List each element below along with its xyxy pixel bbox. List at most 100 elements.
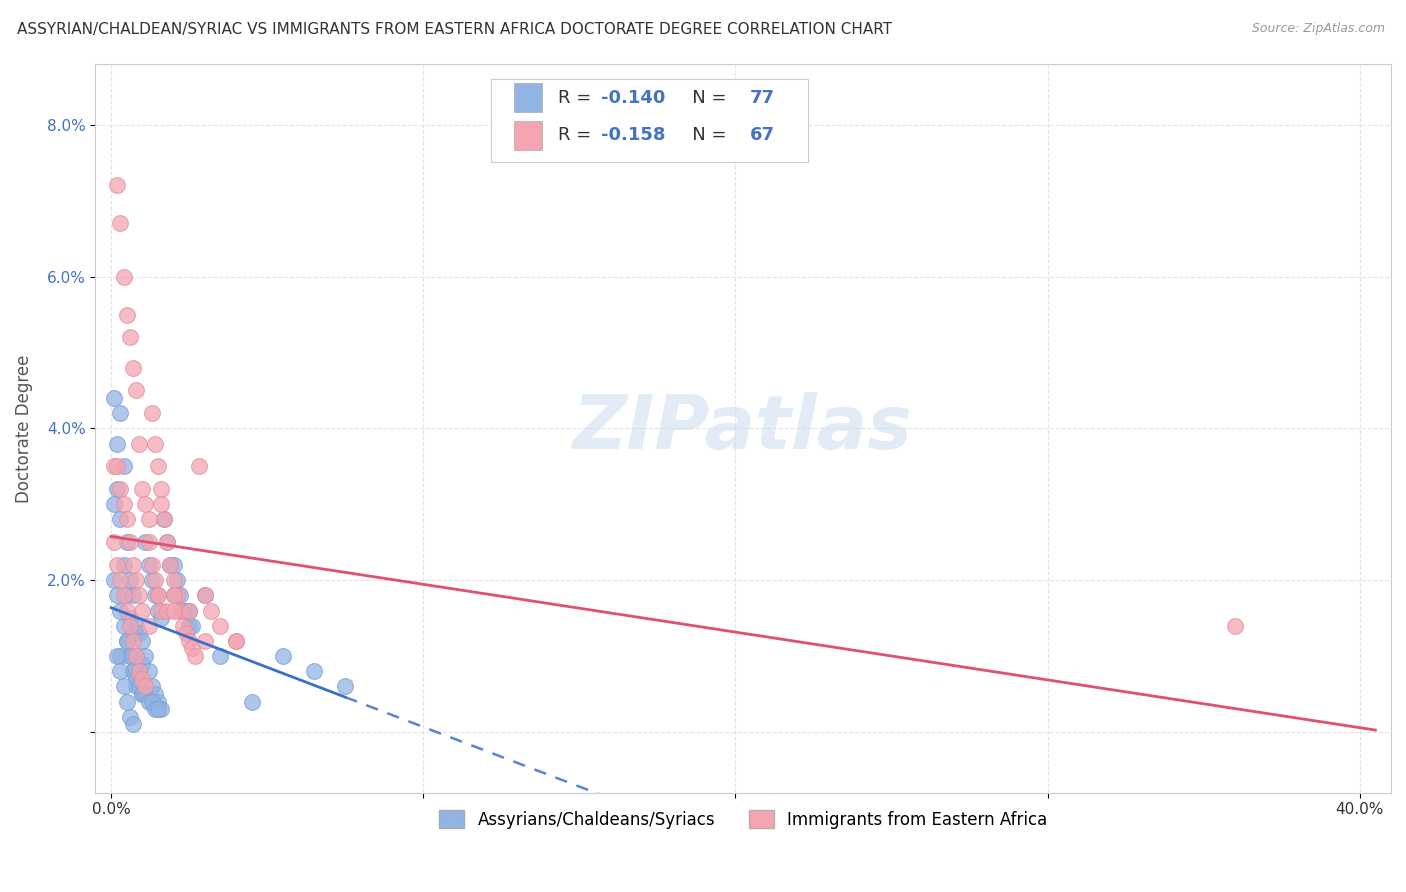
- Point: [134, 680, 156, 694]
- Y-axis label: Doctorate Degree: Doctorate Degree: [15, 354, 32, 502]
- Point: [110, 573, 132, 587]
- Point: [179, 618, 201, 632]
- Point: [115, 512, 138, 526]
- Point: [103, 497, 125, 511]
- Text: R =: R =: [558, 88, 598, 106]
- Point: [146, 702, 169, 716]
- Point: [112, 558, 135, 572]
- Point: [125, 648, 148, 663]
- Point: [110, 664, 132, 678]
- Point: [105, 482, 128, 496]
- Point: [141, 558, 163, 572]
- Point: [118, 648, 141, 663]
- Point: [146, 588, 169, 602]
- Point: [128, 680, 150, 694]
- Point: [146, 603, 169, 617]
- Point: [122, 664, 145, 678]
- Point: [118, 611, 141, 625]
- FancyBboxPatch shape: [491, 78, 808, 162]
- Point: [105, 648, 128, 663]
- Point: [159, 558, 181, 572]
- Point: [150, 702, 173, 716]
- Point: [118, 618, 141, 632]
- Point: [174, 603, 197, 617]
- Point: [118, 535, 141, 549]
- Point: [122, 588, 145, 602]
- Point: [131, 633, 153, 648]
- Point: [271, 648, 294, 663]
- Text: Source: ZipAtlas.com: Source: ZipAtlas.com: [1251, 22, 1385, 36]
- Point: [184, 648, 207, 663]
- Point: [112, 459, 135, 474]
- Point: [141, 573, 163, 587]
- Point: [156, 535, 179, 549]
- Point: [110, 512, 132, 526]
- Point: [105, 558, 128, 572]
- Point: [110, 216, 132, 230]
- Point: [112, 618, 135, 632]
- Point: [169, 603, 191, 617]
- Point: [115, 633, 138, 648]
- Point: [134, 648, 156, 663]
- Text: 67: 67: [749, 127, 775, 145]
- Point: [115, 633, 138, 648]
- Point: [125, 648, 148, 663]
- Point: [302, 664, 325, 678]
- Point: [103, 573, 125, 587]
- Point: [105, 459, 128, 474]
- Point: [115, 588, 138, 602]
- Point: [225, 633, 247, 648]
- Point: [103, 535, 125, 549]
- Point: [134, 497, 156, 511]
- Point: [225, 633, 247, 648]
- Point: [143, 702, 166, 716]
- Point: [125, 672, 148, 686]
- Point: [162, 603, 184, 617]
- Point: [122, 633, 145, 648]
- Text: N =: N =: [675, 88, 733, 106]
- Point: [143, 687, 166, 701]
- Point: [143, 436, 166, 450]
- Legend: Assyrians/Chaldeans/Syriacs, Immigrants from Eastern Africa: Assyrians/Chaldeans/Syriacs, Immigrants …: [433, 804, 1054, 835]
- Point: [143, 573, 166, 587]
- Point: [131, 687, 153, 701]
- Point: [194, 588, 217, 602]
- Point: [131, 657, 153, 671]
- Point: [105, 436, 128, 450]
- Point: [112, 497, 135, 511]
- Point: [128, 664, 150, 678]
- Point: [128, 436, 150, 450]
- Point: [159, 558, 181, 572]
- Point: [138, 664, 160, 678]
- Point: [122, 664, 145, 678]
- Point: [143, 588, 166, 602]
- Point: [138, 558, 160, 572]
- Point: [166, 588, 188, 602]
- Point: [112, 269, 135, 284]
- Point: [122, 626, 145, 640]
- Text: R =: R =: [558, 127, 598, 145]
- Point: [150, 482, 173, 496]
- Point: [146, 695, 169, 709]
- Text: -0.158: -0.158: [600, 127, 665, 145]
- Point: [131, 482, 153, 496]
- Point: [194, 588, 217, 602]
- Point: [125, 384, 148, 398]
- Point: [131, 687, 153, 701]
- Point: [150, 497, 173, 511]
- Point: [156, 535, 179, 549]
- Point: [134, 535, 156, 549]
- Point: [128, 664, 150, 678]
- Point: [162, 588, 184, 602]
- Text: 77: 77: [749, 88, 775, 106]
- Point: [1223, 618, 1246, 632]
- Point: [174, 626, 197, 640]
- Point: [115, 603, 138, 617]
- Point: [141, 695, 163, 709]
- Point: [103, 459, 125, 474]
- Point: [187, 459, 209, 474]
- Point: [162, 588, 184, 602]
- Point: [162, 558, 184, 572]
- Point: [110, 648, 132, 663]
- Point: [122, 558, 145, 572]
